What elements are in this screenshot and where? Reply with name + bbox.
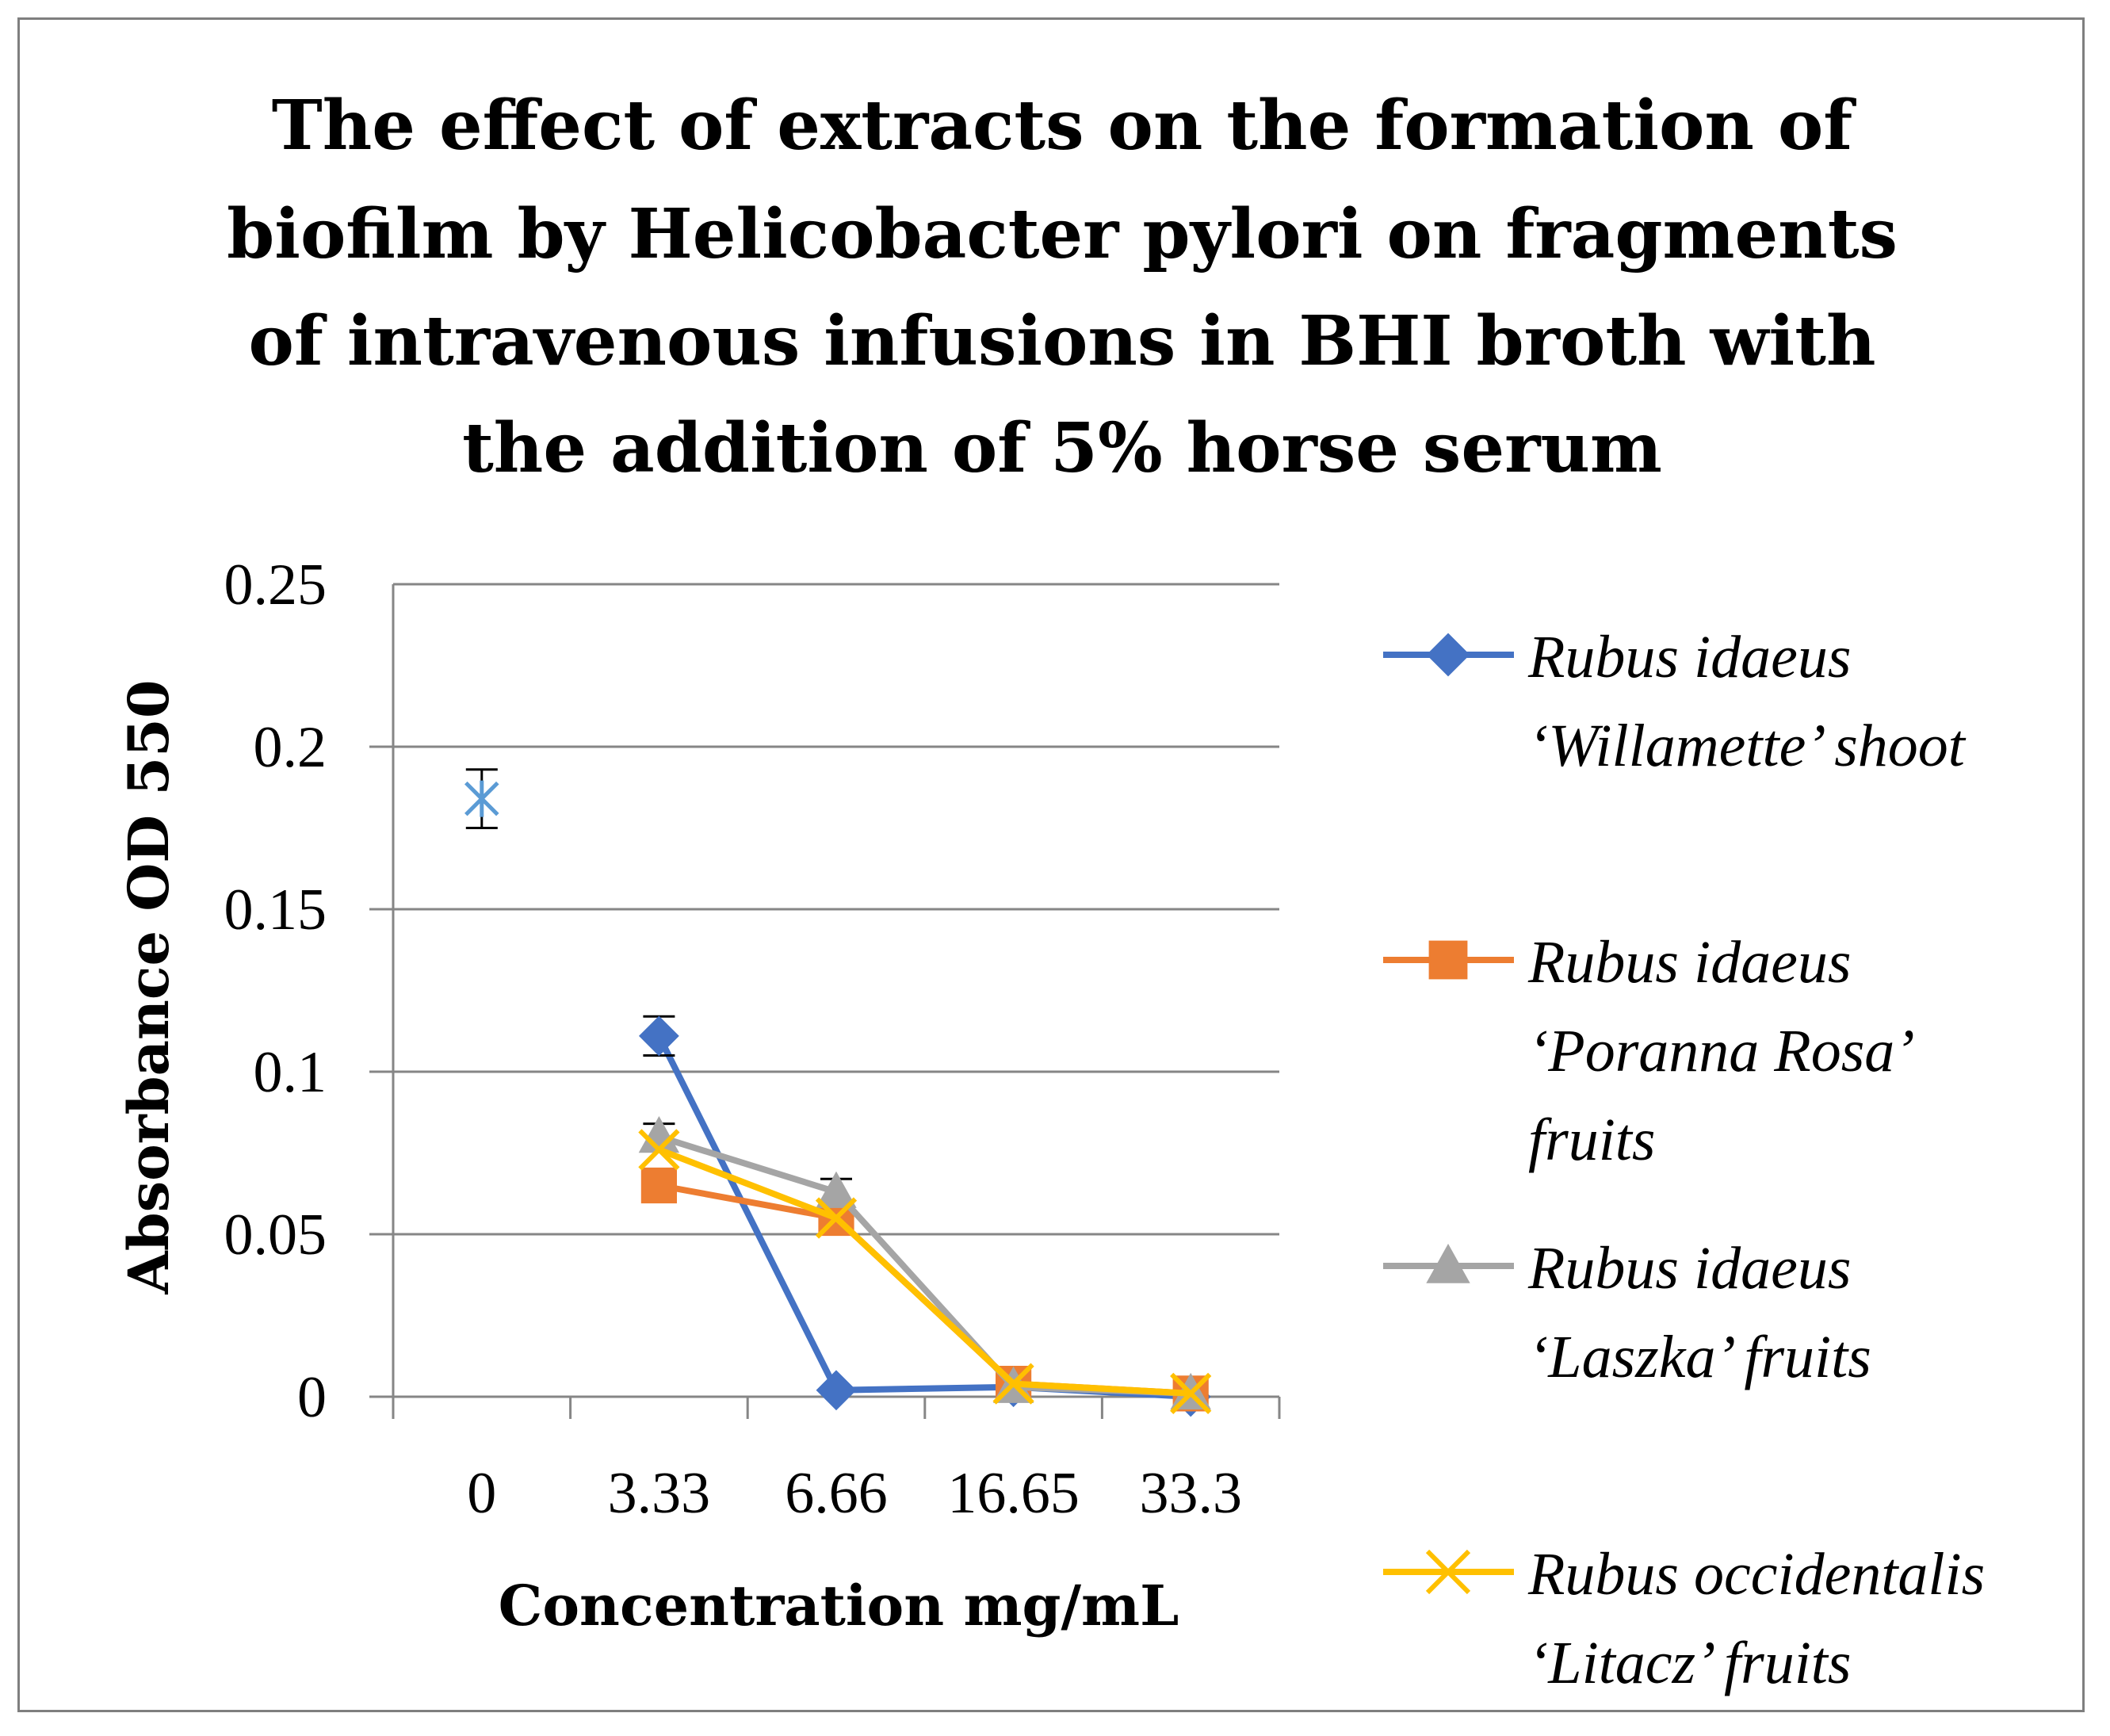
legend-label-line: fruits	[1528, 1107, 1656, 1173]
diamond-marker	[816, 1370, 857, 1411]
y-axis-label: Absorbance OD 550	[116, 679, 182, 1294]
legend-item-4: Rubus occidentalis ‘Litacz’ fruits	[1383, 1541, 1985, 1696]
diamond-marker	[638, 1015, 679, 1057]
series-group	[464, 768, 1212, 1417]
y-tick-label: 0.05	[224, 1203, 327, 1268]
legend-label-line: Rubus idaeus	[1527, 624, 1851, 690]
star-marker	[464, 780, 499, 817]
series-line	[656, 1034, 1191, 1400]
legend-label-line: Rubus occidentalis	[1527, 1541, 1985, 1608]
title-line-4: the addition of 5% horse serum	[462, 408, 1662, 488]
triangle-marker	[1426, 1243, 1470, 1283]
axes	[369, 584, 1281, 1419]
triangle-marker	[816, 1171, 857, 1208]
x-marker	[1170, 1372, 1212, 1415]
x-tick-label: 3.33	[608, 1461, 711, 1526]
x-tick-label: 6.66	[785, 1461, 888, 1526]
x-marker	[638, 1129, 680, 1171]
y-tick-labels: 0 0.05 0.1 0.15 0.2 0.25	[224, 553, 327, 1430]
y-tick-label: 0.15	[224, 878, 327, 943]
x-marker	[992, 1363, 1034, 1405]
series-line	[657, 1146, 1191, 1397]
x-axis-label: Concentration mg/mL	[499, 1573, 1179, 1638]
legend-label-line: Rubus idaeus	[1527, 1235, 1851, 1302]
y-tick-label: 0.1	[254, 1040, 327, 1105]
legend-item-1: Rubus idaeus ‘Willamette’ shoot	[1383, 624, 1967, 779]
legend-label-line: ‘Poranna Rosa’	[1528, 1018, 1915, 1084]
title-line-3: of intravenous infusions in BHI broth wi…	[249, 301, 1876, 381]
x-tick-labels: 0 3.33 6.66 16.65 33.3	[467, 1461, 1242, 1526]
chart-title: The effect of extracts on the formation …	[227, 86, 1898, 488]
legend-item-2: Rubus idaeus ‘Poranna Rosa’ fruits	[1383, 929, 1915, 1173]
y-tick-label: 0	[297, 1365, 327, 1430]
x-marker	[815, 1197, 858, 1239]
series-4	[638, 1129, 1212, 1415]
grid-lines	[393, 583, 1279, 1236]
chart-frame	[17, 17, 2085, 1712]
legend-label-line: Rubus idaeus	[1527, 929, 1851, 996]
diamond-marker	[1426, 633, 1470, 677]
x-tick-label: 0	[467, 1461, 496, 1526]
y-tick-label: 0.2	[254, 715, 327, 780]
x-tick-label: 33.3	[1139, 1461, 1242, 1526]
x-tick-label: 16.65	[947, 1461, 1080, 1526]
title-line-2: biofilm by Helicobacter pylori on fragme…	[227, 194, 1898, 274]
control-point	[464, 768, 499, 829]
series-1	[638, 1015, 1211, 1417]
series-line	[658, 1134, 1191, 1397]
y-tick-label: 0.25	[224, 553, 327, 618]
legend-label-line: ‘Willamette’ shoot	[1528, 713, 1967, 779]
series-3	[638, 1115, 1211, 1410]
legend-label-line: ‘Laszka’ fruits	[1528, 1324, 1871, 1390]
square-marker	[1428, 940, 1468, 980]
legend-item-3: Rubus idaeus ‘Laszka’ fruits	[1383, 1235, 1871, 1390]
x-marker	[1425, 1549, 1471, 1595]
legend-label-line: ‘Litacz’ fruits	[1528, 1630, 1852, 1696]
title-line-1: The effect of extracts on the formation …	[272, 86, 1856, 166]
square-marker	[640, 1167, 677, 1204]
